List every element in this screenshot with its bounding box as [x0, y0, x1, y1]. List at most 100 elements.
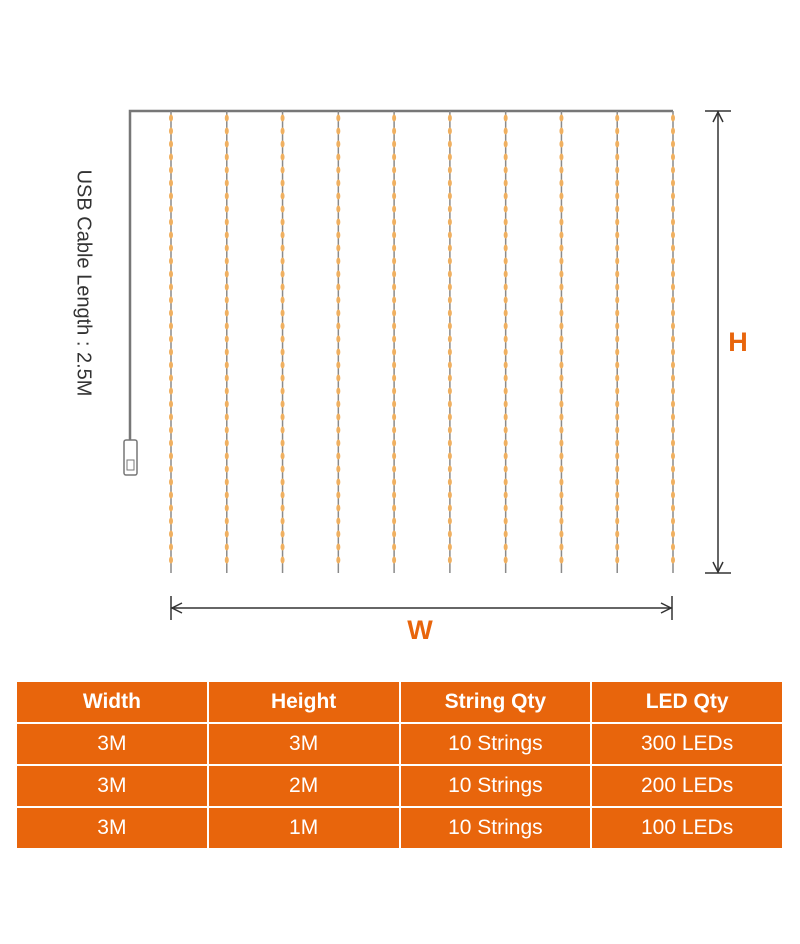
led — [336, 491, 341, 499]
led — [392, 244, 397, 252]
led — [280, 322, 285, 330]
led — [615, 322, 620, 330]
led — [671, 361, 675, 369]
led — [615, 543, 620, 551]
led — [224, 114, 229, 122]
led — [559, 257, 564, 265]
led — [336, 452, 341, 460]
led — [392, 413, 397, 421]
led — [224, 348, 229, 356]
led — [671, 153, 675, 161]
led — [503, 309, 508, 317]
led — [615, 517, 620, 525]
led — [503, 491, 508, 499]
led — [280, 361, 285, 369]
led — [392, 400, 397, 408]
led — [280, 244, 285, 252]
led — [503, 426, 508, 434]
led — [392, 465, 397, 473]
led — [280, 348, 285, 356]
led — [224, 543, 229, 551]
width-label: W — [407, 615, 433, 645]
led — [615, 348, 620, 356]
cable — [128, 109, 673, 440]
led — [392, 361, 397, 369]
led — [280, 127, 285, 135]
led — [336, 166, 341, 174]
led — [447, 491, 452, 499]
led — [503, 257, 508, 265]
led — [615, 335, 620, 343]
led — [169, 348, 173, 356]
led — [336, 504, 341, 512]
led — [392, 374, 397, 382]
led — [336, 231, 341, 239]
led — [392, 348, 397, 356]
led — [447, 192, 452, 200]
led — [169, 205, 173, 213]
led — [615, 166, 620, 174]
led — [224, 244, 229, 252]
led — [559, 517, 564, 525]
led — [280, 543, 285, 551]
led — [392, 114, 397, 122]
led — [447, 309, 452, 317]
led — [169, 426, 173, 434]
led — [671, 205, 675, 213]
led — [615, 374, 620, 382]
led — [503, 270, 508, 278]
led — [503, 439, 508, 447]
led — [169, 491, 173, 499]
led — [224, 309, 229, 317]
led — [447, 283, 452, 291]
led — [280, 231, 285, 239]
led — [336, 179, 341, 187]
led — [280, 491, 285, 499]
led — [336, 153, 341, 161]
led — [671, 452, 675, 460]
led — [336, 387, 341, 395]
led — [224, 205, 229, 213]
table-cell: 200 LEDs — [590, 764, 784, 808]
led — [503, 192, 508, 200]
spec-table: Width Height String Qty LED Qty 3M 3M 10 S… — [15, 680, 784, 850]
led — [615, 218, 620, 226]
led — [615, 231, 620, 239]
led — [503, 114, 508, 122]
led — [671, 543, 675, 551]
led — [392, 478, 397, 486]
led — [559, 491, 564, 499]
led — [336, 374, 341, 382]
led — [447, 114, 452, 122]
table-cell: 2M — [206, 764, 401, 808]
led — [503, 231, 508, 239]
led — [503, 140, 508, 148]
led — [615, 270, 620, 278]
led — [336, 309, 341, 317]
led — [671, 166, 675, 174]
led — [503, 283, 508, 291]
led — [615, 205, 620, 213]
led — [559, 218, 564, 226]
led — [392, 257, 397, 265]
led — [336, 296, 341, 304]
led — [169, 504, 173, 512]
led — [615, 244, 620, 252]
led — [447, 140, 452, 148]
led — [671, 140, 675, 148]
led — [224, 322, 229, 330]
led — [615, 413, 620, 421]
led — [559, 127, 564, 135]
led — [280, 504, 285, 512]
led — [169, 270, 173, 278]
led — [615, 257, 620, 265]
led — [503, 179, 508, 187]
led — [280, 283, 285, 291]
led — [503, 127, 508, 135]
led — [392, 153, 397, 161]
led — [671, 504, 675, 512]
led — [671, 114, 675, 122]
led — [559, 231, 564, 239]
led — [671, 400, 675, 408]
